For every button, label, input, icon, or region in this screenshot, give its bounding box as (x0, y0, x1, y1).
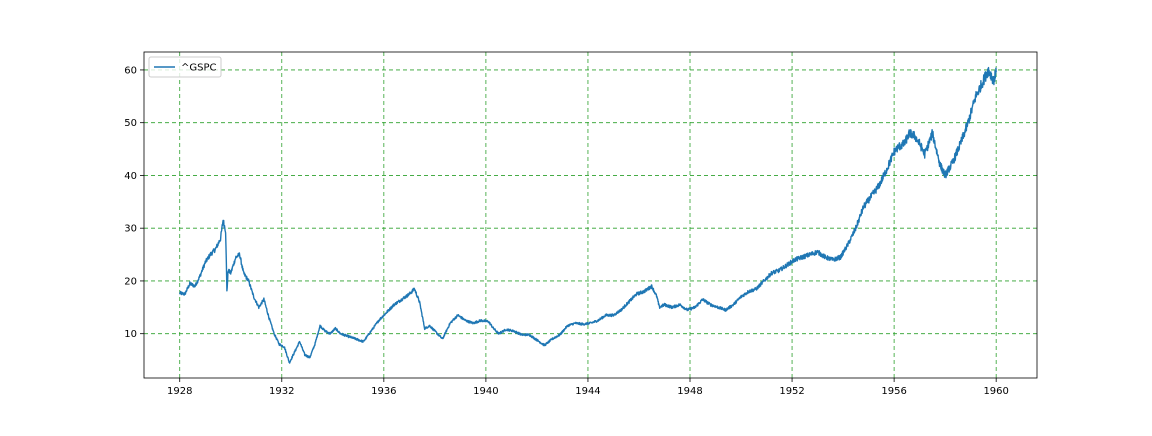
y-tick-label: 30 (124, 224, 137, 235)
y-axis: 10 20 30 40 50 60 (124, 65, 144, 340)
x-tick-label: 1940 (473, 386, 498, 397)
x-tick-label: 1956 (881, 386, 906, 397)
y-tick-label: 60 (124, 65, 137, 76)
x-tick-label: 1944 (575, 386, 600, 397)
series-line (179, 66, 997, 364)
x-tick-label: 1952 (779, 386, 804, 397)
x-tick-label: 1960 (983, 386, 1008, 397)
legend-label: ^GSPC (181, 63, 217, 74)
y-tick-label: 50 (124, 118, 137, 129)
legend: ^GSPC (148, 56, 222, 78)
y-tick-label: 20 (124, 276, 137, 287)
y-tick-label: 10 (124, 329, 137, 340)
series-layer (179, 66, 997, 364)
x-tick-label: 1936 (371, 386, 396, 397)
y-tick-label: 40 (124, 171, 137, 182)
x-tick-label: 1932 (269, 386, 294, 397)
legend-box (148, 56, 222, 78)
x-tick-label: 1948 (677, 386, 702, 397)
x-tick-label: 1928 (167, 386, 192, 397)
x-axis: 1928 1932 1936 1940 1944 1948 1952 1956 1960 (167, 378, 1009, 397)
grid (144, 52, 1037, 378)
plot-frame (143, 51, 1038, 379)
